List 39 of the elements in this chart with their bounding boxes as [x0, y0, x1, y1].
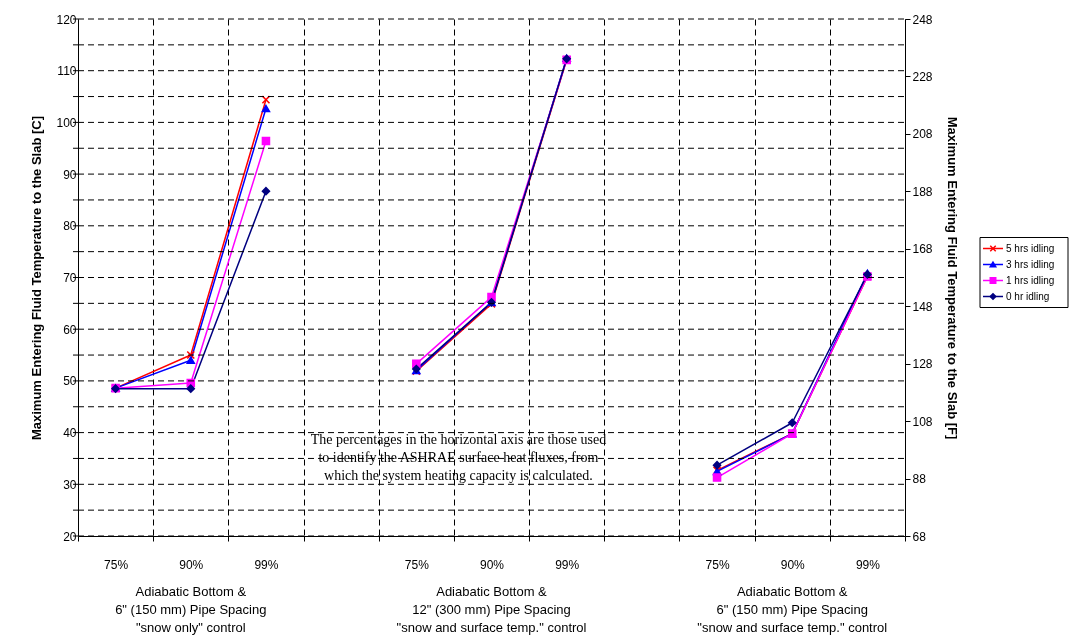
y2-tick-label: 88 [912, 472, 927, 487]
y-tick-label: 70 [63, 271, 77, 285]
y-tick-label: 50 [63, 374, 77, 389]
y-tick-label: 80 [63, 219, 77, 234]
x-tick-label: 75% [705, 557, 730, 572]
legend-label: 3 hrs idling [1006, 258, 1055, 270]
y2-tick-label: 208 [912, 127, 933, 142]
y-tick-label: 60 [63, 322, 77, 337]
legend-label: 5 hrs idling [1006, 242, 1055, 254]
y2-axis-title: Maximum Entering Fluid Temperature to the Slab [F] [944, 116, 960, 440]
y-tick-label: 120 [56, 12, 77, 27]
y-tick-label: 110 [57, 64, 77, 79]
y-tick-label: 40 [63, 426, 77, 441]
y2-tick-label: 188 [912, 184, 933, 199]
x-tick-label: 99% [555, 557, 580, 572]
legend-label: 1 hrs idling [1006, 274, 1055, 286]
y2-tick-label: 108 [912, 414, 933, 429]
x-tick-label: 90% [479, 557, 505, 572]
x-tick-label: 99% [254, 557, 279, 572]
y2-tick-label: 128 [912, 357, 933, 372]
text: Adiabatic Bottom & 6" (150 mm) Pipe Spacing "snow and surface temp." control [697, 584, 888, 635]
x-tick-label: 75% [104, 557, 129, 572]
y2-tick-label: 68 [912, 529, 927, 544]
y2-tick-label: 228 [912, 69, 933, 84]
x-tick-label: 99% [855, 557, 881, 572]
y2-tick-label: 248 [912, 12, 933, 27]
text: Adiabatic Bottom & 6" (150 mm) Pipe Spacing "snow only" control [115, 584, 267, 635]
x-tick-label: 90% [179, 557, 204, 572]
y-tick-label: 90 [63, 167, 77, 182]
x-tick-label: 90% [780, 557, 806, 572]
y2-tick-label: 148 [912, 299, 933, 314]
y-tick-label: 30 [63, 477, 77, 492]
y-tick-label: 20 [63, 529, 77, 544]
y2-tick-label: 168 [912, 242, 933, 257]
legend-label: 0 hr idling [1006, 290, 1050, 302]
text: Adiabatic Bottom & 12" (300 mm) Pipe Spacing "snow and surface temp." control [396, 584, 587, 635]
y-tick-label: 100 [56, 115, 77, 130]
y-axis-title: Maximum Entering Fluid Temperature to the Slab [C] [29, 115, 45, 441]
x-tick-label: 75% [404, 557, 430, 572]
